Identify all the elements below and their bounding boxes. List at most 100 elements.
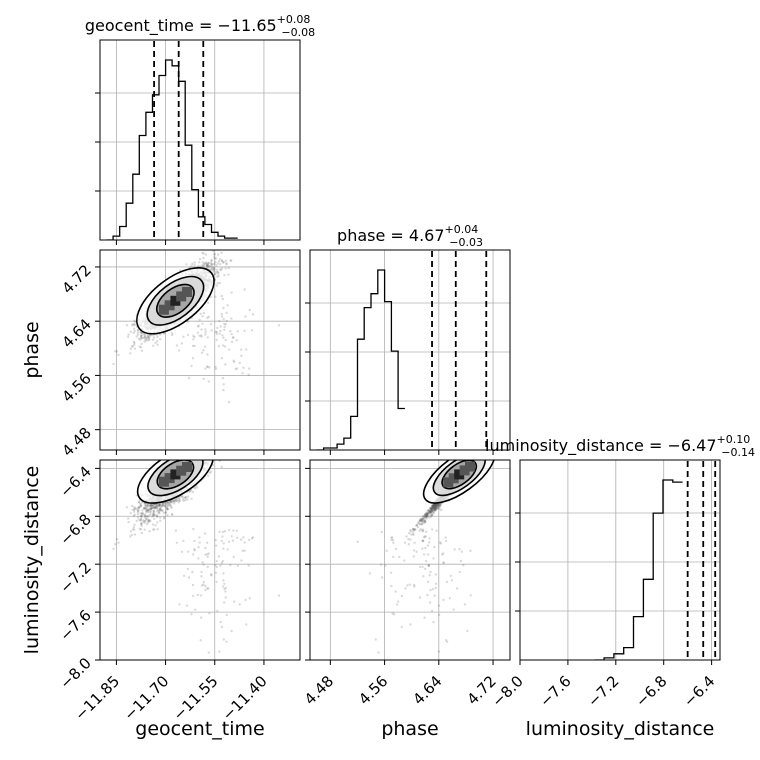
sample-point	[213, 272, 216, 276]
sample-point	[140, 524, 143, 527]
sample-point	[151, 523, 155, 526]
sample-point	[176, 454, 178, 456]
sample-point	[133, 341, 136, 345]
sample-point	[197, 452, 199, 454]
sample-point	[140, 334, 143, 337]
sample-point	[212, 270, 215, 273]
sample-point	[216, 271, 219, 274]
sample-point	[244, 315, 247, 318]
sample-point	[198, 453, 200, 455]
sample-point	[200, 447, 202, 449]
sample-point	[190, 264, 193, 267]
sample-point	[185, 451, 187, 453]
sample-point	[195, 453, 197, 455]
sample-point	[225, 262, 228, 265]
sample-point	[219, 263, 222, 266]
sample-point	[216, 271, 220, 274]
sample-point	[150, 507, 153, 511]
sample-point	[196, 452, 198, 454]
sample-point	[188, 455, 190, 457]
sample-point	[169, 505, 173, 508]
density-cell	[164, 300, 175, 311]
sample-point	[227, 273, 230, 276]
sample-point	[132, 340, 136, 344]
sample-point	[210, 440, 212, 442]
sample-point	[191, 455, 193, 457]
sample-point	[191, 451, 193, 453]
sample-point	[225, 319, 228, 323]
sample-point	[185, 454, 187, 456]
sample-point	[195, 455, 197, 457]
sample-point	[198, 456, 200, 458]
sample-point	[201, 456, 203, 458]
sample-point	[162, 503, 166, 507]
sample-point	[194, 437, 196, 439]
sample-point	[188, 457, 190, 459]
sample-point	[212, 256, 216, 259]
sample-point	[138, 345, 141, 348]
sample-point	[205, 433, 207, 435]
sample-point	[131, 345, 134, 348]
sample-point	[207, 437, 209, 439]
sample-point	[232, 412, 234, 414]
sample-point	[188, 455, 190, 457]
sample-point	[248, 308, 251, 312]
sample-point	[218, 281, 221, 285]
sample-point	[148, 338, 151, 341]
sample-point	[191, 262, 194, 265]
sample-point	[141, 512, 145, 515]
sample-point	[146, 515, 149, 518]
sample-point	[215, 284, 218, 287]
sample-point	[238, 361, 241, 365]
sample-point	[190, 455, 192, 457]
sample-point	[218, 319, 221, 323]
sample-point	[156, 508, 160, 512]
sample-point	[190, 457, 192, 459]
sample-point	[209, 261, 213, 265]
sample-point	[197, 324, 200, 327]
sample-point	[200, 452, 202, 454]
sample-point	[204, 262, 208, 265]
sample-point	[136, 510, 140, 514]
sample-point	[184, 496, 188, 499]
sample-point	[202, 444, 204, 446]
sample-point	[192, 451, 194, 453]
sample-point	[143, 335, 147, 338]
sample-point	[141, 512, 144, 515]
sample-point	[154, 504, 158, 508]
sample-point	[144, 507, 147, 510]
sample-point	[146, 510, 150, 514]
sample-point	[207, 439, 209, 441]
sample-point	[201, 457, 203, 459]
sample-point	[222, 344, 225, 347]
sample-point	[210, 262, 214, 266]
density-cell	[170, 295, 181, 306]
sample-point	[195, 456, 197, 458]
sample-point	[200, 452, 202, 454]
sample-point	[191, 344, 195, 348]
sample-point	[132, 526, 136, 529]
sample-point	[202, 427, 204, 429]
sample-point	[139, 346, 143, 349]
sample-point	[198, 446, 200, 448]
sample-point	[205, 264, 208, 268]
sample-point	[219, 434, 221, 436]
sample-point	[144, 337, 148, 340]
sample-point	[133, 523, 136, 526]
sample-point	[150, 503, 153, 507]
sample-point	[208, 442, 210, 444]
sample-point	[214, 272, 217, 275]
sample-point	[127, 521, 130, 524]
sample-point	[220, 251, 223, 254]
sample-point	[161, 509, 164, 512]
sample-point	[206, 456, 208, 458]
sample-point	[142, 520, 145, 523]
sample-point	[208, 453, 210, 455]
sample-point	[206, 316, 209, 319]
sample-point	[193, 454, 195, 456]
sample-point	[214, 295, 217, 298]
sample-point	[145, 336, 149, 340]
sample-point	[191, 456, 193, 458]
sample-point	[201, 442, 203, 444]
sample-point	[205, 451, 207, 453]
